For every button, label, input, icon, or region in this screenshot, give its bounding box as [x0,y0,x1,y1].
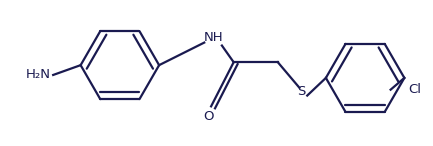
Text: H₂N: H₂N [26,68,51,81]
Text: NH: NH [204,31,224,44]
Text: O: O [203,110,213,123]
Text: S: S [297,85,306,98]
Text: Cl: Cl [408,83,421,96]
